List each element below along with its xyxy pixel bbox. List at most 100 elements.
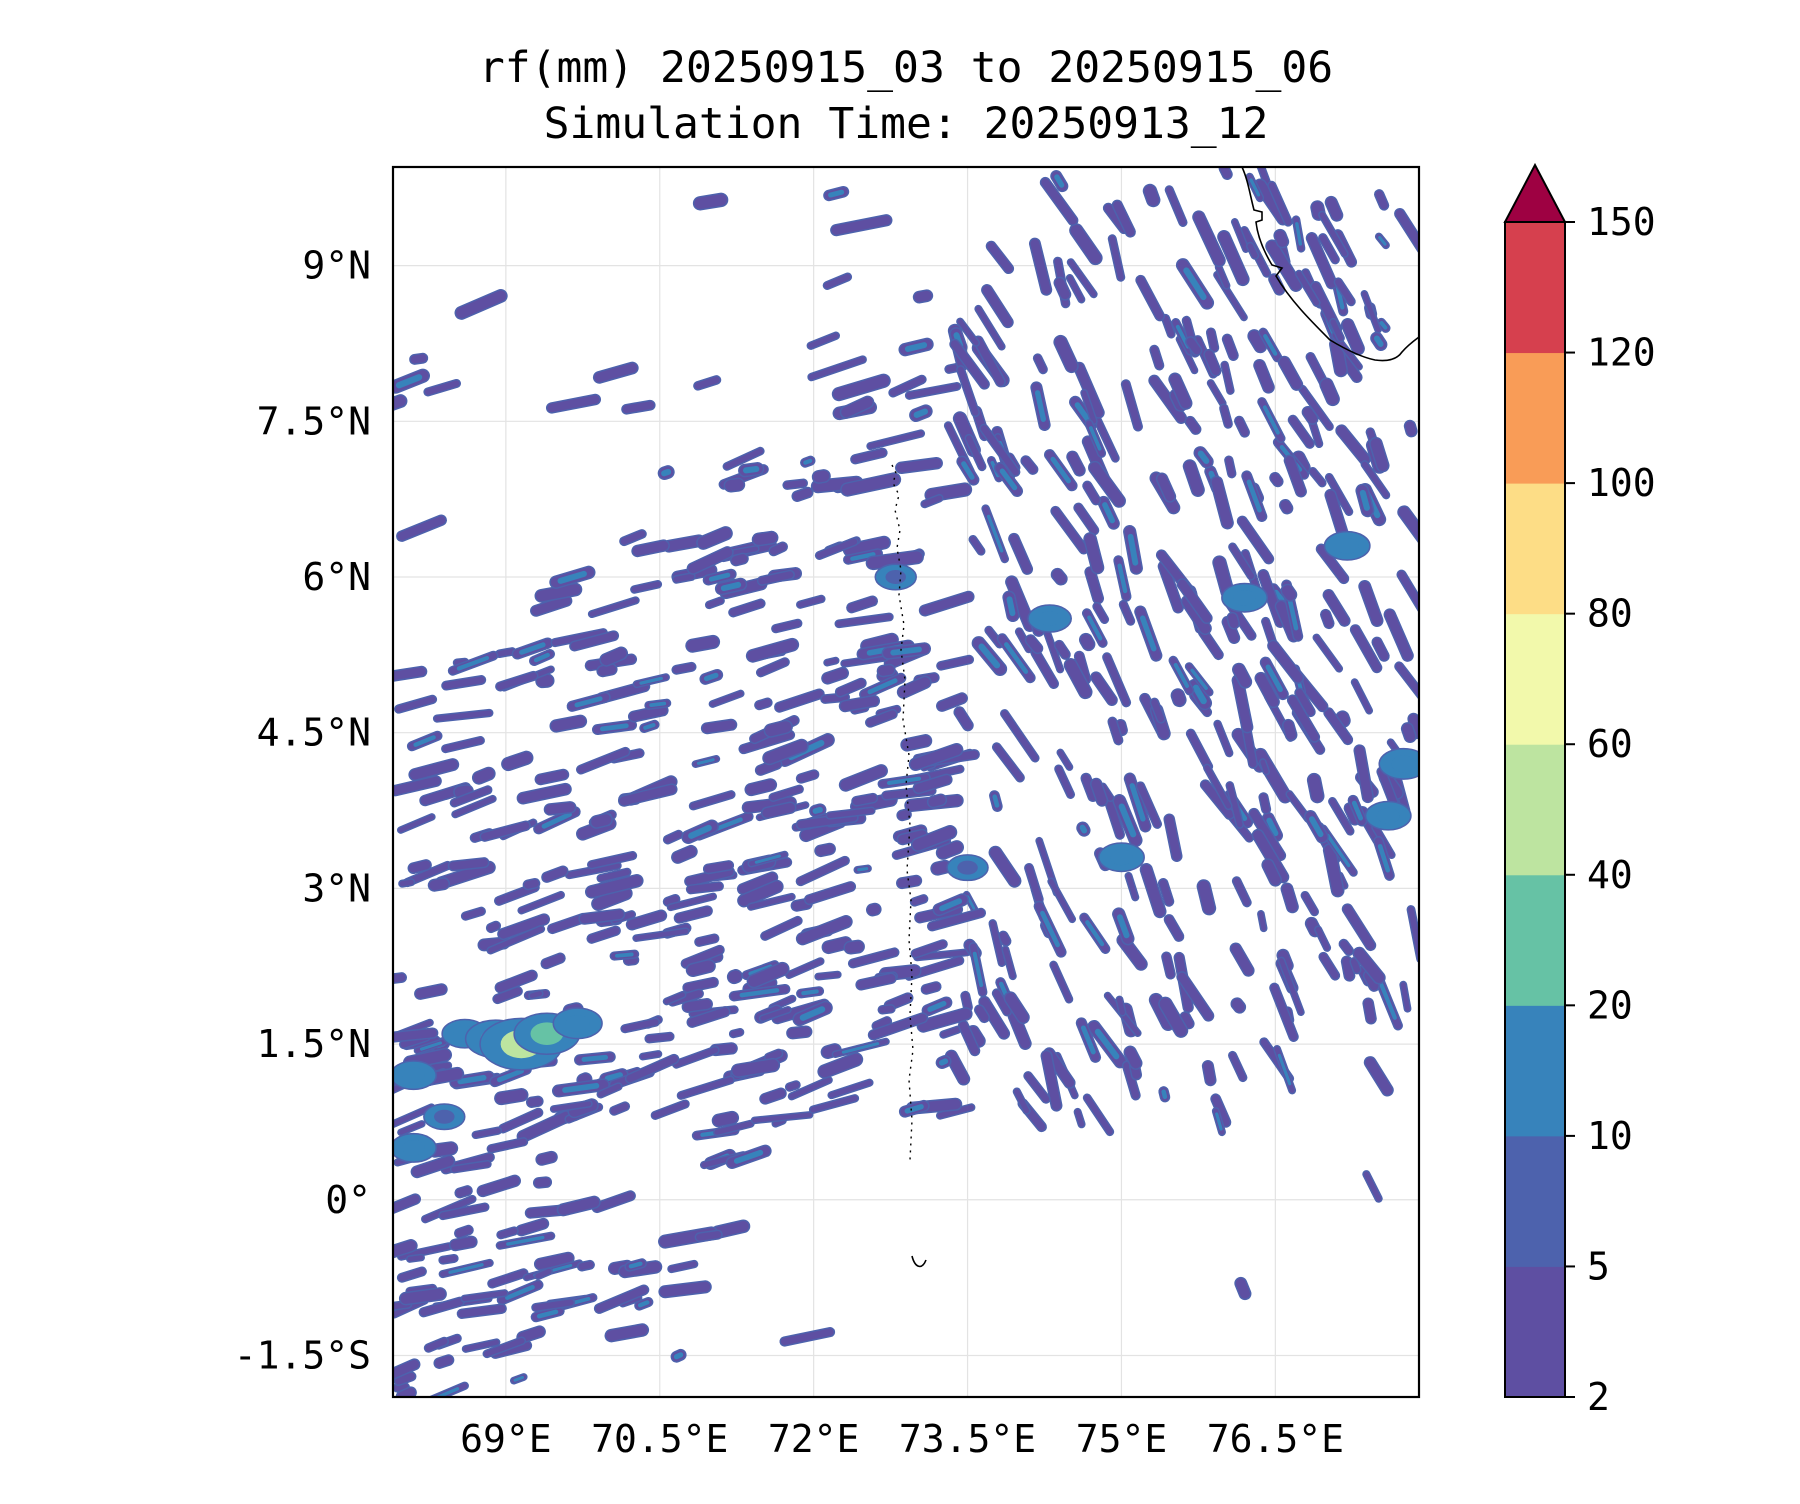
rain-streak-shape — [1399, 980, 1412, 1013]
rain-streak-shape — [592, 361, 639, 384]
rain-streak-shape — [737, 879, 784, 908]
rain-streak — [501, 750, 534, 772]
rain-streak — [593, 1284, 650, 1314]
rain-streak-shape — [1020, 455, 1039, 475]
rain-streak — [624, 1258, 647, 1272]
rain-streak — [556, 1195, 601, 1217]
rain-streak — [877, 1004, 896, 1015]
rain-streak-shape — [1280, 583, 1298, 602]
rain-streak — [1269, 982, 1299, 1042]
rain-streak-shape — [433, 1354, 455, 1369]
rain-streak — [699, 668, 724, 685]
rain-streak-shape — [1008, 532, 1034, 575]
rain-streak-shape — [673, 905, 713, 924]
rain-streak-shape — [1383, 608, 1414, 662]
rain-streak — [540, 952, 566, 970]
rain-streak-shape — [708, 689, 745, 708]
rain-streak-shape — [1217, 230, 1250, 287]
rain-streak — [438, 1258, 494, 1279]
rain-streak-shape — [850, 447, 888, 465]
rain-streak — [817, 1052, 864, 1079]
rain-streak — [876, 663, 896, 678]
rain-streak-shape — [1012, 1087, 1031, 1115]
rain-streak-shape — [1053, 334, 1079, 374]
rain-streak — [576, 1259, 595, 1272]
rain-streak-shape — [711, 1110, 740, 1128]
rain-streak — [840, 472, 902, 497]
rain-streak — [865, 708, 898, 728]
rain-streak-shape — [408, 758, 460, 782]
rain-streak — [988, 845, 1022, 888]
rain-streak-shape — [1073, 502, 1100, 536]
rain-streak — [823, 186, 850, 202]
rain-streak-shape — [495, 670, 539, 692]
rain-cell-core-12 — [1110, 849, 1133, 866]
colorbar-label-9: 150 — [1587, 200, 1656, 244]
rain-streak-shape — [1135, 274, 1166, 322]
rain-streak — [1406, 905, 1419, 964]
rain-cell-core-7 — [434, 1109, 455, 1124]
rain-streak-core — [1373, 335, 1384, 347]
rain-streak — [953, 706, 974, 732]
rain-streak-shape — [460, 1289, 509, 1303]
rain-streak-shape — [662, 829, 684, 845]
rain-streak-shape — [461, 1338, 501, 1353]
rain-streak-core — [748, 964, 773, 976]
rain-streak — [576, 746, 631, 775]
rain-streak — [755, 657, 790, 678]
rain-streak — [838, 764, 888, 792]
rain-streak-shape — [1322, 588, 1351, 627]
heavy-rain-cells — [393, 530, 1419, 1163]
rain-streak-core — [1263, 334, 1278, 356]
rain-streak-core — [496, 1068, 524, 1083]
rain-streak — [1135, 781, 1162, 829]
rain-streak-shape — [1149, 697, 1166, 724]
rain-streak-shape — [414, 983, 448, 1000]
rain-streak — [460, 906, 486, 921]
rain-streak — [585, 873, 644, 899]
atoll-outline — [911, 1255, 927, 1268]
rain-streak-core — [696, 758, 715, 765]
rain-streak-shape — [1063, 658, 1093, 700]
rain-streak — [692, 192, 729, 211]
rain-streak-shape — [920, 981, 942, 995]
rain-streak — [427, 877, 451, 892]
rain-streak — [1279, 498, 1294, 515]
rain-streak-core — [739, 988, 780, 998]
rain-streak-core — [1197, 450, 1210, 464]
rain-streak-core — [913, 408, 929, 418]
colorbar-label-2: 10 — [1587, 1114, 1633, 1158]
rain-streak-shape — [1268, 273, 1286, 296]
rain-streak-core — [673, 1352, 684, 1360]
rain-streak-shape — [650, 1099, 690, 1120]
rain-streak — [395, 1386, 417, 1397]
rain-streak-shape — [1118, 599, 1136, 626]
rain-streak-shape — [746, 892, 796, 911]
rain-streak-core — [533, 652, 550, 663]
rain-streak-shape — [666, 892, 718, 912]
rain-streak-shape — [1050, 567, 1068, 586]
rain-streak — [632, 927, 690, 942]
rain-streak — [1305, 232, 1338, 290]
colorbar-label-0: 2 — [1587, 1375, 1610, 1419]
rain-streak-shape — [1320, 608, 1335, 630]
rain-streak — [796, 986, 825, 999]
rain-streak — [487, 1268, 529, 1289]
rain-streak — [393, 1358, 421, 1388]
rain-streak — [1400, 722, 1417, 744]
rain-streak-shape — [631, 539, 670, 558]
rain-streak — [1023, 1071, 1051, 1104]
rain-streak — [791, 486, 814, 502]
colorbar-label-1: 5 — [1587, 1244, 1610, 1288]
rain-streak — [681, 998, 713, 1013]
rain-streak — [451, 794, 497, 819]
rain-streak — [634, 1297, 654, 1311]
rain-streak-core — [904, 1104, 924, 1114]
rain-streak-shape — [746, 961, 790, 989]
rain-streak-shape — [704, 596, 725, 610]
rain-streak-shape — [1192, 210, 1226, 268]
rain-streak-shape — [393, 775, 442, 797]
rain-streak — [393, 775, 442, 797]
coastline — [891, 167, 1419, 1268]
rain-streak — [1054, 764, 1076, 799]
